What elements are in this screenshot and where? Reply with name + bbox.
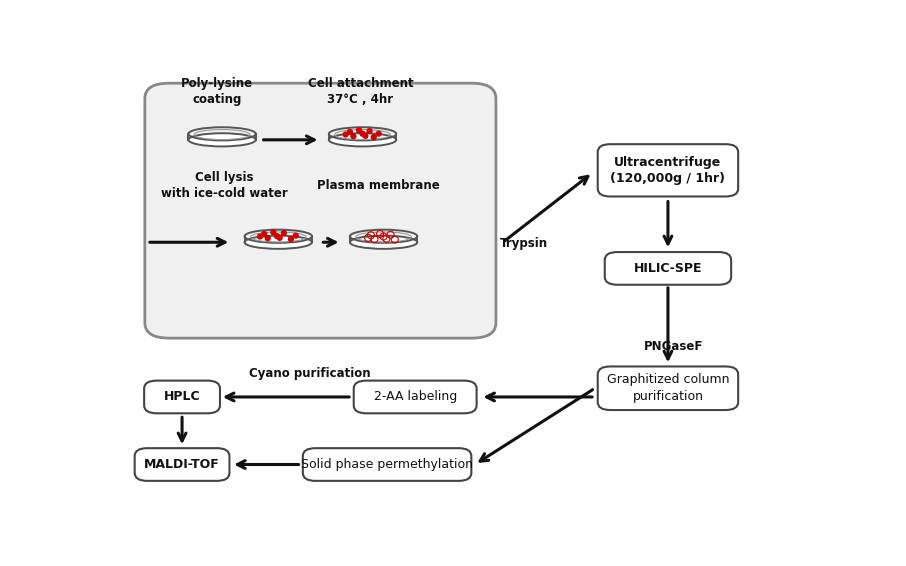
FancyBboxPatch shape — [605, 252, 731, 285]
FancyBboxPatch shape — [353, 380, 477, 413]
Bar — [329, 134, 396, 140]
Text: Poly-lysine
coating: Poly-lysine coating — [181, 78, 254, 106]
FancyBboxPatch shape — [598, 366, 738, 410]
Ellipse shape — [347, 129, 353, 135]
Bar — [188, 134, 255, 140]
Bar — [350, 236, 418, 242]
Text: Ultracentrifuge
(120,000g / 1hr): Ultracentrifuge (120,000g / 1hr) — [611, 156, 726, 185]
Text: PNGaseF: PNGaseF — [644, 340, 703, 353]
FancyBboxPatch shape — [145, 83, 496, 338]
FancyBboxPatch shape — [135, 448, 229, 481]
Ellipse shape — [350, 235, 418, 249]
Ellipse shape — [261, 231, 267, 237]
Ellipse shape — [274, 233, 280, 239]
Ellipse shape — [371, 134, 377, 140]
Bar — [245, 236, 312, 242]
FancyBboxPatch shape — [598, 144, 738, 196]
Ellipse shape — [351, 133, 357, 139]
Ellipse shape — [362, 132, 369, 139]
FancyBboxPatch shape — [303, 448, 471, 481]
FancyBboxPatch shape — [144, 380, 220, 413]
Ellipse shape — [256, 233, 263, 239]
Ellipse shape — [245, 235, 312, 249]
Text: Graphitized column
purification: Graphitized column purification — [607, 374, 729, 403]
Ellipse shape — [188, 133, 255, 147]
Text: Plasma membrane: Plasma membrane — [317, 179, 440, 192]
Ellipse shape — [375, 131, 381, 137]
Ellipse shape — [270, 229, 276, 235]
Text: Trypsin: Trypsin — [500, 237, 548, 250]
Ellipse shape — [356, 127, 362, 134]
Text: Cyano purification: Cyano purification — [249, 367, 371, 380]
Text: MALDI-TOF: MALDI-TOF — [144, 458, 220, 471]
Ellipse shape — [288, 236, 294, 242]
Text: Solid phase permethylation: Solid phase permethylation — [301, 458, 473, 471]
Text: HPLC: HPLC — [164, 391, 200, 404]
Ellipse shape — [276, 235, 283, 241]
Text: Cell lysis
with ice-cold water: Cell lysis with ice-cold water — [160, 171, 287, 200]
Ellipse shape — [293, 233, 299, 239]
Text: 2-AA labeling: 2-AA labeling — [373, 391, 457, 404]
Ellipse shape — [265, 235, 271, 242]
Ellipse shape — [366, 128, 372, 134]
Text: Cell attachment
37°C , 4hr: Cell attachment 37°C , 4hr — [308, 78, 413, 106]
Text: HILIC-SPE: HILIC-SPE — [633, 262, 702, 275]
Ellipse shape — [360, 131, 366, 137]
Ellipse shape — [342, 131, 349, 138]
Ellipse shape — [329, 133, 396, 147]
Ellipse shape — [281, 230, 287, 236]
